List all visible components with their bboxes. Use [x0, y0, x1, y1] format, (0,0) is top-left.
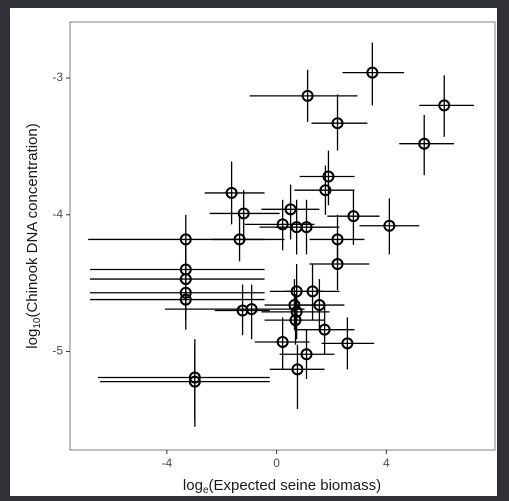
point: [225, 186, 238, 199]
y-tick-label: -3: [52, 70, 63, 84]
point: [300, 348, 313, 361]
point: [288, 299, 301, 312]
point: [318, 323, 331, 336]
y-axis-title: log10(Chinook DNA concentration): [24, 123, 43, 348]
point: [347, 210, 360, 223]
point: [341, 337, 354, 350]
point: [331, 117, 344, 130]
x-tick-label: -4: [162, 456, 173, 470]
point: [276, 335, 289, 348]
point: [383, 219, 396, 232]
point: [276, 218, 289, 231]
point: [331, 258, 344, 271]
point: [418, 137, 431, 150]
point: [284, 203, 297, 216]
point: [319, 184, 332, 197]
point: [233, 233, 246, 246]
point: [236, 304, 249, 317]
x-tick-label: 0: [273, 456, 280, 470]
point: [438, 99, 451, 112]
y-tick-label: -5: [52, 344, 63, 358]
x-axis-title: loge(Expected seine biomass): [183, 477, 381, 496]
point: [188, 375, 201, 388]
point: [289, 314, 302, 327]
point: [300, 221, 313, 234]
y-tick-label: -4: [52, 207, 63, 221]
point: [366, 66, 379, 79]
point: [301, 89, 314, 102]
point: [179, 293, 192, 306]
point: [237, 207, 250, 220]
point: [291, 363, 304, 376]
point: [322, 170, 335, 183]
point: [290, 305, 303, 318]
point: [306, 285, 319, 298]
x-tick-label: 4: [383, 456, 390, 470]
